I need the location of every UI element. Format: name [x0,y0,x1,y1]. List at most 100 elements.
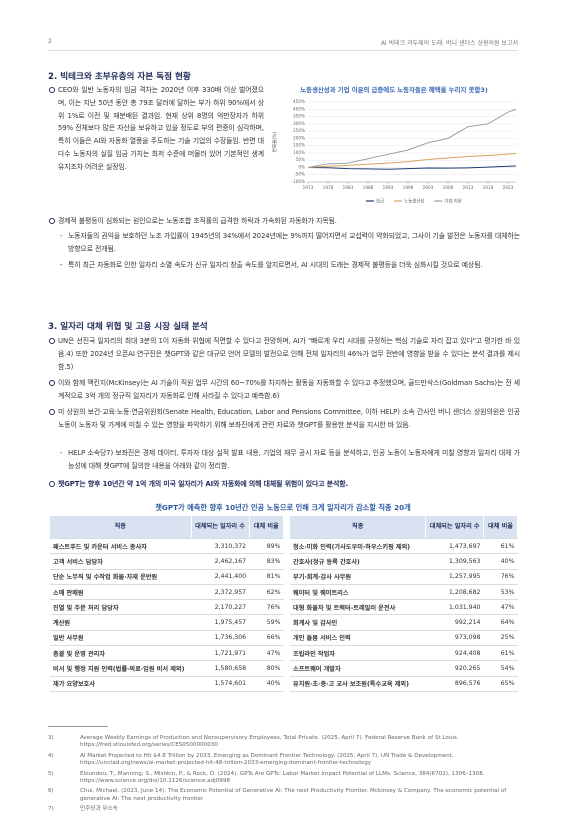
cell: 40% [249,676,284,692]
text: UN은 선진국 일자리의 최대 3분의 1이 자동화 위협에 직면할 수 있다고… [58,337,520,371]
footnote-rule [48,726,108,727]
header-row: 직종 대체되는 일자리 수 대체 비율 [50,516,285,539]
text: 챗GPT는 향후 10년간 약 1억 개의 미국 일자리가 AI와 자동화에 의… [58,480,348,488]
table-row: 소매 판매원 2,372,957 62% [50,584,284,601]
y-tick-label: 0% [298,164,305,169]
cell: 81% [249,569,284,585]
paragraph: - 노동자들의 권익을 보호하던 노조 가입률이 1945년의 34%에서 202… [60,232,520,253]
header-rule [48,50,518,51]
occupation: 일반 사무원 [50,630,192,647]
table-row: 계산원 1,975,457 59% [50,614,284,631]
key-finding: 챗GPT는 향후 10년간 약 1억 개의 미국 일자리가 AI와 자동화에 의… [49,478,520,491]
footnote-number: 6) [48,788,54,795]
occupation: 대형 화물차 및 트랙터-트레일러 운전사 [290,599,426,616]
y-tick-label: 450% [293,99,305,104]
y-tick-label: 50% [296,157,305,162]
cell: 66% [249,630,284,647]
cell: 76% [483,569,518,585]
paragraph: CEO와 일반 노동자의 임금 격차는 2020년 이후 330배 이상 벌어졌… [49,84,264,174]
paragraph: - HELP 소속당7) 보좌진은 경제 데이터, 투자자 대상 실적 발표 내용… [60,449,520,470]
table-row: 패스트푸드 및 카운터 서비스 종사자 3,310,372 89% [50,538,284,555]
cell: 47% [249,645,284,662]
x-tick-label: 2008 [443,185,454,190]
cell: 2,462,167 [191,553,250,570]
paragraph: 경제적 불평등이 심화되는 원인으로는 노동조합 조직률의 급격한 하락과 가속… [49,215,520,228]
footnote-text: Average Weekly Earnings of Production an… [80,735,459,749]
footnote: 4) AI Market Projected to Hit $4.8 Trilli… [48,753,518,768]
cell: 1,031,940 [425,599,484,616]
paragraph: 미 상원의 보건·교육·노동·연금위원회(Senate Health, Educ… [49,406,520,432]
footnote-number: 4) [48,752,54,759]
table-row: 유치원·초·중·고 교사 보조원(특수교육 제외) 896,576 65% [290,676,518,692]
y-tick-label: -50% [294,172,305,177]
table-row: 총괄 및 운영 관리자 1,721,971 47% [50,645,284,662]
x-tick-label: 2023 [503,185,514,190]
table-row: 진열 및 주문 처리 담당자 2,170,227 76% [50,599,284,616]
footnote-number: 5) [48,770,54,777]
cell: 40% [483,553,518,570]
cell: 1,208,682 [425,584,484,601]
footnote: 7) 민주당과 무소속 [48,806,518,813]
cell: 1,473,697 [425,538,484,555]
section-heading: 2. 빅테크와 초부유층의 자본 독점 현황 [48,72,191,82]
cell: 973,098 [425,630,484,647]
occupation: 조립라인 작업자 [290,645,426,662]
cell: 47% [483,599,518,616]
x-tick-label: 2013 [463,185,474,190]
footnote-text: AI Market Projected to Hit $4.8 Trillion… [80,752,454,767]
x-tick-label: 1998 [403,185,414,190]
table-row: 회계사 및 감사인 992,214 64% [290,614,518,631]
cell: 25% [483,630,518,647]
y-tick-label: 250% [293,128,305,133]
occupation: 소프트웨어 개발자 [290,660,426,677]
table-row: 조립라인 작업자 924,408 61% [290,645,518,662]
paragraph: UN은 선진국 일자리의 최대 3분의 1이 자동화 위협에 직면할 수 있다고… [49,335,520,373]
y-axis-label: 변화율(%) [271,131,278,152]
cell: 2,441,400 [191,569,250,585]
table-row: 고객 서비스 담당자 2,462,167 83% [50,553,284,570]
occupation: 개인 돌봄 서비스 인력 [290,630,426,647]
x-tick-label: 2018 [483,185,494,190]
page-number: 2 [48,38,52,45]
y-tick-label: 350% [293,114,305,119]
occupation: 패스트푸드 및 카운터 서비스 종사자 [50,538,192,555]
text: 노동자들의 권익을 보호하던 노조 가입률이 1945년의 34%에서 2024… [68,232,520,253]
footnote-number: 3) [48,735,54,741]
occupation: 회계사 및 감사인 [290,614,426,631]
text: HELP 소속당7) 보좌진은 경제 데이터, 투자자 대상 실적 발표 내용,… [68,449,520,470]
cell: 61% [483,645,518,662]
legend-label: 기업 이윤 [444,198,462,205]
cell: 924,408 [425,645,484,662]
text: CEO와 일반 노동자의 임금 격차는 2020년 이후 330배 이상 벌어졌… [58,86,264,171]
cell: 64% [483,614,518,631]
chart: 노동생산성과 기업 이윤의 급증에도 노동자들은 혜택을 누리지 못함3) 변화… [271,85,517,205]
occupation: 단순 노무직 및 수작업 화물·자재 운반원 [50,569,192,585]
cell: 83% [249,553,284,570]
table-row: 부기·회계·감사 사무원 1,257,995 76% [290,569,518,585]
cell: 76% [249,599,284,616]
table: 직종 대체되는 일자리 수 대체 비율 패스트푸드 및 카운터 서비스 종사자 3,31… [50,516,285,692]
x-tick-label: 1993 [383,185,394,190]
occupation: 청소·미화 인력(가사도우미·하우스키핑 제외) [290,538,426,555]
occupation: 간호사(정규 등록 간호사) [290,553,426,570]
occupation: 진열 및 주문 처리 담당자 [50,599,192,616]
cell: 1,257,995 [425,569,484,585]
table-row: 대형 화물차 및 트랙터-트레일러 운전사 1,031,940 47% [290,599,518,616]
cell: 65% [483,676,518,692]
footnote: 5) Eloundou, T., Manning, S., Mishkin, P.… [48,771,518,786]
y-tick-label: 300% [293,121,305,126]
line-series [307,108,517,168]
cell: 89% [249,538,284,555]
cell: 992,214 [425,614,484,631]
y-tick-label: 150% [293,143,305,148]
x-tick-label: 1978 [323,185,334,190]
table-row: 간호사(정규 등록 간호사) 1,309,563 40% [290,553,518,570]
section-heading: 3. 일자리 대체 위협 및 고용 시장 실태 분석 [48,322,208,332]
table-row: 재가 요양보호사 1,574,601 40% [50,676,284,692]
table-row: 비서 및 행정 지원 인력(법률·의료·임원 비서 제외) 1,580,658 80… [50,660,284,677]
cell: 54% [483,660,518,677]
column-header: 대체 비율 [249,516,285,539]
column-header: 대체 비율 [483,516,518,539]
occupation: 유치원·초·중·고 교사 보조원(특수교육 제외) [290,676,426,692]
table-row: 청소·미화 인력(가사도우미·하우스키핑 제외) 1,473,697 61% [290,538,518,555]
